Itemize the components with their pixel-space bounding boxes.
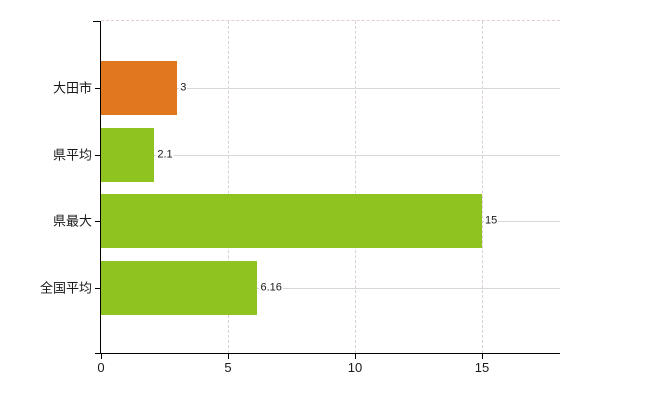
gridline-horizontal bbox=[101, 88, 560, 90]
x-axis-tick-label: 10 bbox=[347, 360, 363, 375]
bar-大田市 bbox=[101, 61, 178, 116]
x-axis-tick-label: 5 bbox=[224, 360, 232, 375]
y-axis-line bbox=[100, 21, 101, 353]
x-axis-tick bbox=[228, 354, 229, 359]
y-axis-category-label: 県最大 bbox=[52, 213, 92, 229]
plot-top-border bbox=[101, 20, 560, 21]
bar-value-label: 15 bbox=[484, 214, 499, 228]
y-axis-tick bbox=[95, 221, 101, 223]
y-axis-tick bbox=[95, 88, 101, 90]
x-axis-tick bbox=[482, 354, 484, 359]
bar-value-label: 6.16 bbox=[259, 281, 283, 295]
bar-全国平均 bbox=[101, 260, 258, 315]
y-axis-top-tick bbox=[93, 21, 101, 22]
x-axis-tick bbox=[355, 354, 356, 359]
gridline-vertical bbox=[482, 21, 484, 353]
bar-value-label: 2.1 bbox=[156, 148, 174, 162]
y-axis-category-label: 大田市 bbox=[52, 80, 92, 96]
gridline-horizontal bbox=[101, 154, 560, 156]
bar-県平均 bbox=[101, 127, 155, 182]
y-axis-tick bbox=[95, 154, 101, 156]
y-axis-tick bbox=[95, 287, 101, 289]
gridline-horizontal bbox=[101, 287, 560, 289]
x-axis-tick-label: 0 bbox=[97, 360, 105, 375]
bar-value-label: 3 bbox=[179, 81, 188, 95]
gridline-vertical bbox=[228, 21, 229, 353]
y-axis-category-label: 全国平均 bbox=[39, 280, 92, 296]
bar-県最大 bbox=[101, 194, 483, 249]
y-axis-category-label: 県平均 bbox=[52, 147, 92, 163]
x-axis-line bbox=[95, 353, 560, 354]
x-axis-tick-label: 15 bbox=[474, 360, 490, 375]
gridline-vertical bbox=[355, 21, 356, 353]
x-axis-tick bbox=[101, 354, 102, 359]
